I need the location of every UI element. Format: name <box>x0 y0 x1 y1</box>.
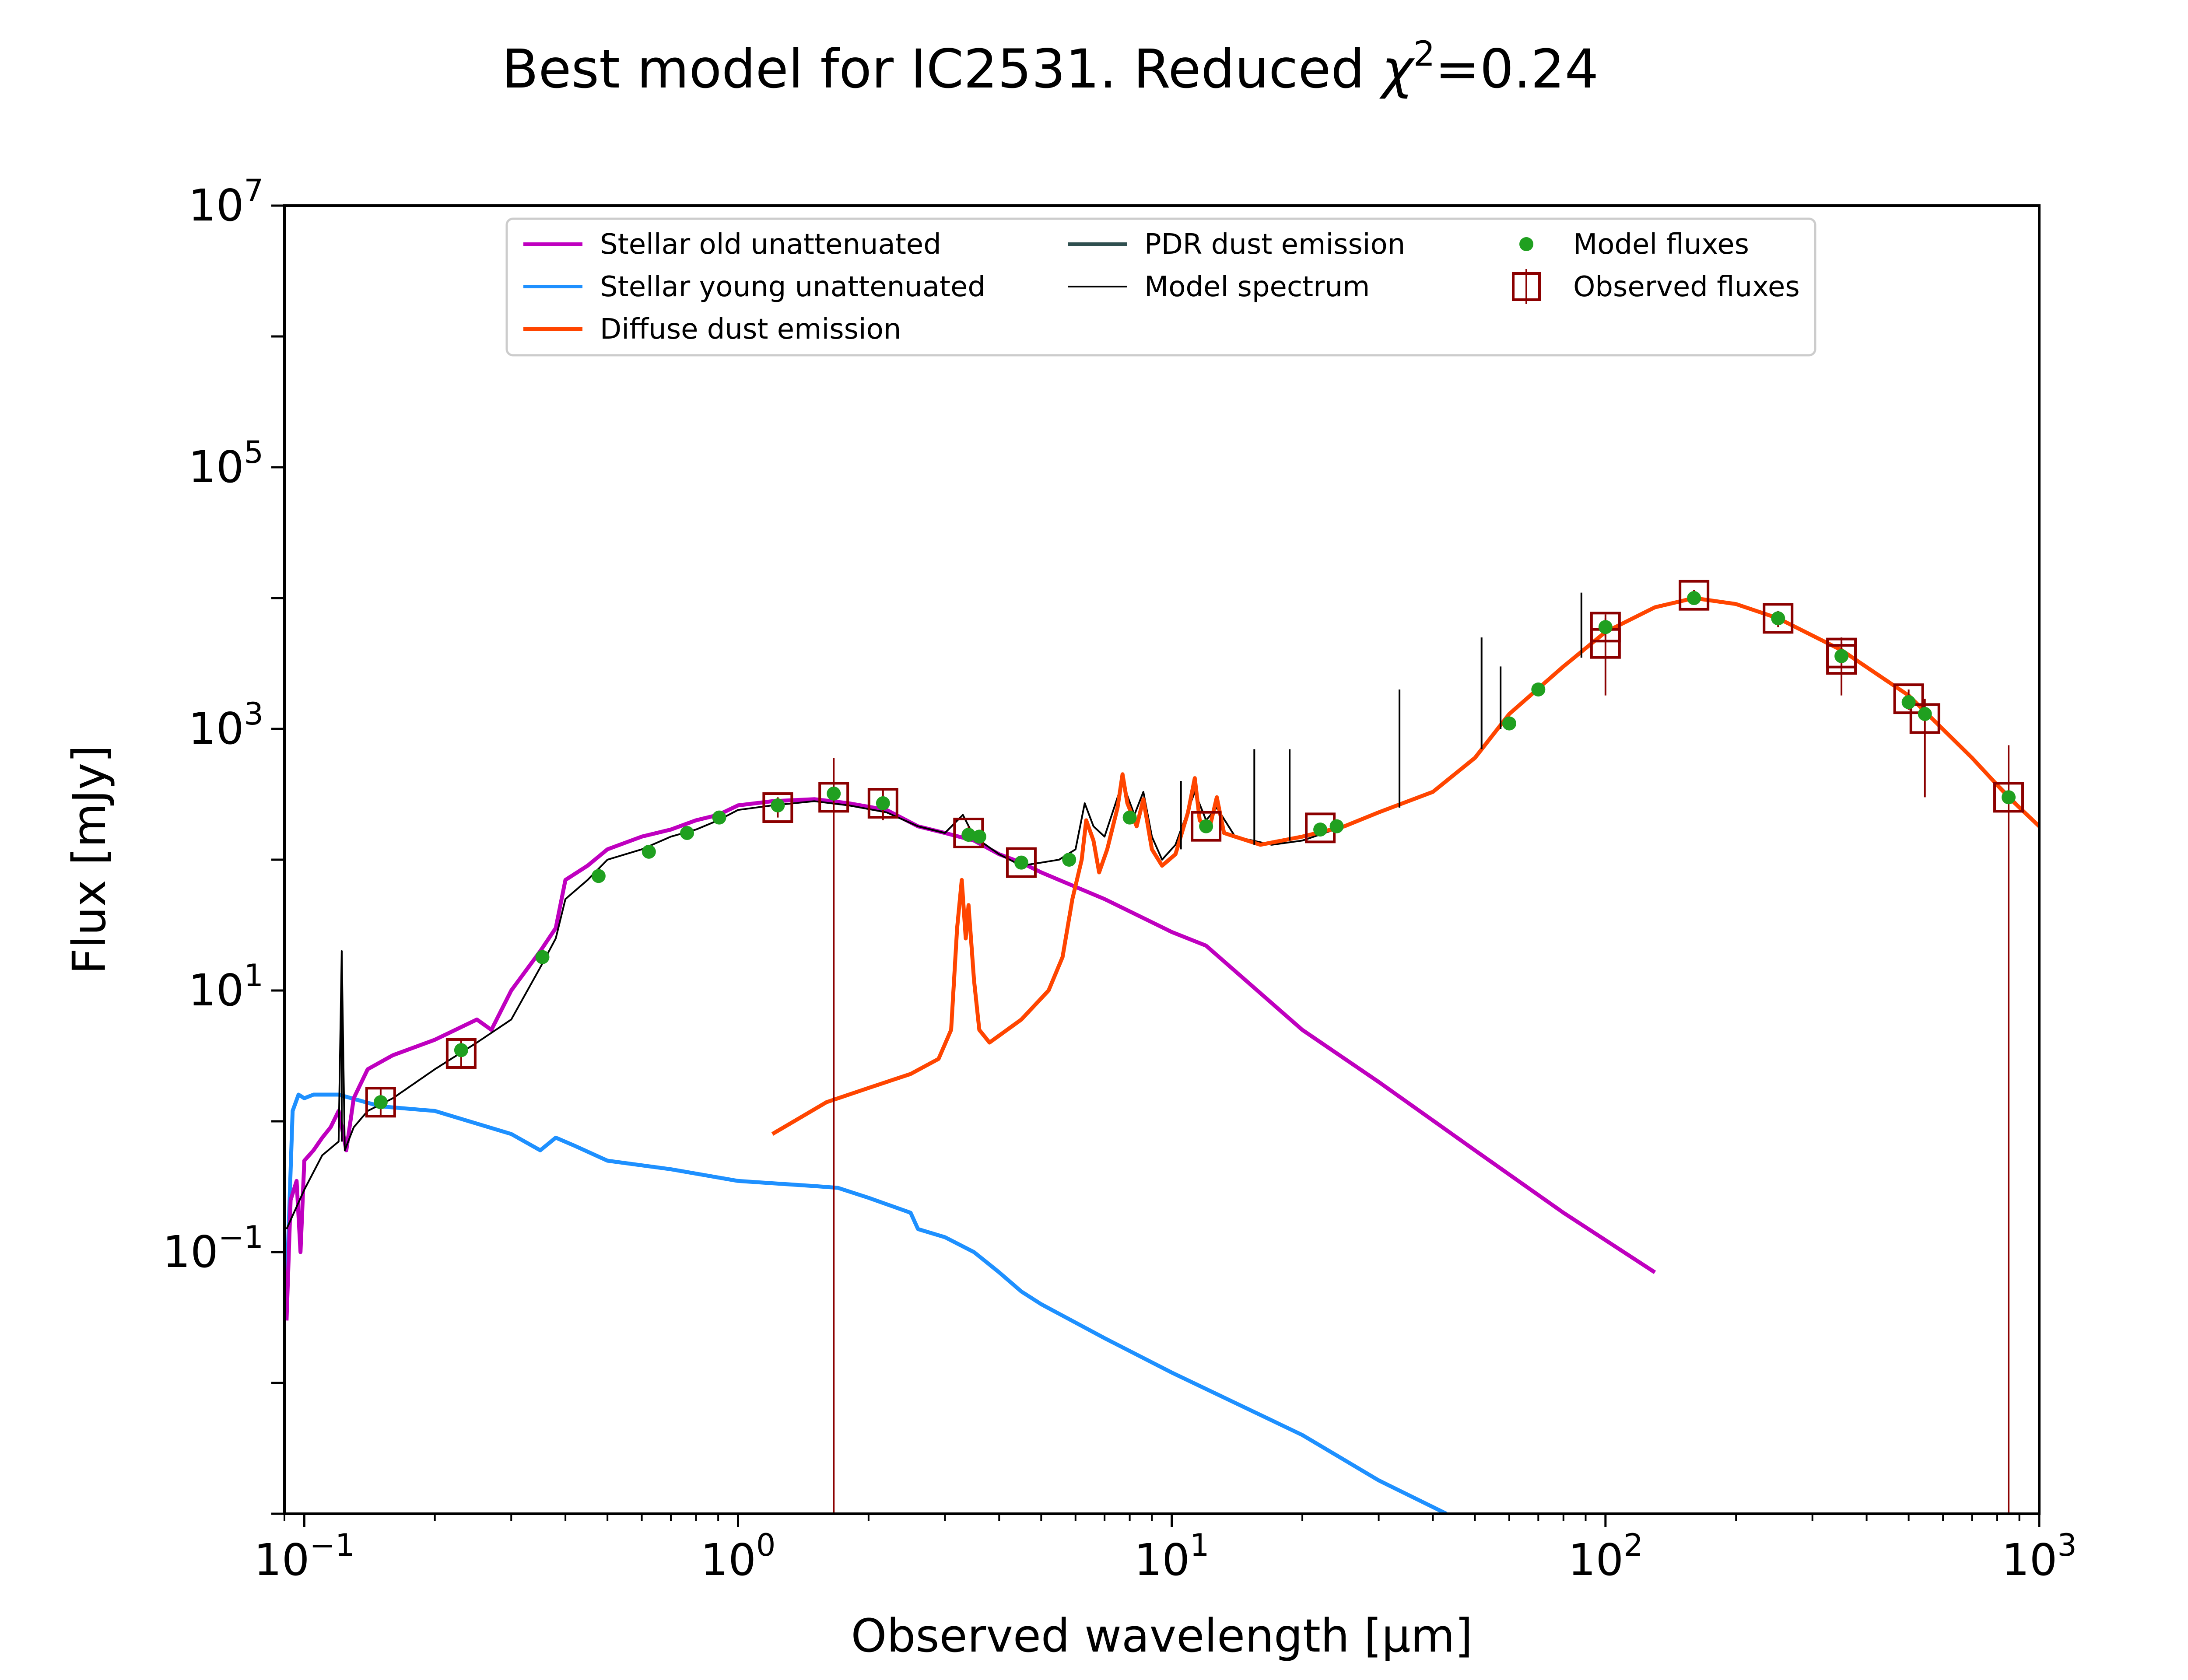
observed-flux-marker <box>818 782 849 813</box>
series-line-stellar-old-unattenuated <box>284 797 1656 1321</box>
y-tick-label: 101 <box>188 958 263 1016</box>
legend-frame <box>505 217 1816 357</box>
observed-flux-marker <box>1763 603 1794 634</box>
y-tick-label: 105 <box>188 434 263 493</box>
observed-flux-marker <box>1893 683 1924 714</box>
series-line-stellar-young-unattenuated <box>284 1092 1448 1514</box>
model-flux-point <box>1329 819 1344 833</box>
x-tick-label: 103 <box>2002 1527 2077 1586</box>
model-flux-point <box>1531 682 1546 696</box>
observed-flux-marker <box>1826 644 1857 675</box>
observed-flux-marker <box>365 1087 396 1118</box>
model-flux-point <box>1598 620 1613 634</box>
legend-swatch <box>1512 272 1541 301</box>
model-flux-point <box>1313 822 1328 837</box>
model-flux-point <box>2002 790 2016 805</box>
observed-flux-marker <box>445 1038 477 1069</box>
chart-title: Best model for IC2531. Reduced χ2=0.24 <box>502 35 1599 100</box>
model-flux-point <box>712 810 726 825</box>
x-axis-label: Observed wavelength [μm] <box>851 1609 1473 1662</box>
legend-label: Observed fluxes <box>1573 271 1800 303</box>
y-tick-label: 103 <box>188 696 263 754</box>
x-tick-label: 10−1 <box>254 1527 354 1586</box>
observed-flux-marker <box>1909 703 1940 734</box>
y-tick-label: 10−1 <box>163 1219 263 1278</box>
legend-label: Stellar old unattenuated <box>600 228 941 261</box>
model-flux-point <box>1918 707 1932 721</box>
legend-label: Stellar young unattenuated <box>600 271 985 303</box>
observed-flux-marker <box>1590 612 1621 643</box>
y-axis-label: Flux [mJy] <box>63 745 116 974</box>
model-flux-point <box>535 950 550 964</box>
model-flux-point <box>1062 853 1076 867</box>
observed-flux-marker <box>1993 782 2024 813</box>
model-flux-point <box>1771 611 1785 626</box>
x-tick-label: 100 <box>701 1527 776 1586</box>
x-tick-label: 102 <box>1568 1527 1643 1586</box>
observed-flux-marker <box>1679 580 1710 611</box>
model-flux-point <box>591 869 606 883</box>
model-flux-point <box>373 1095 388 1110</box>
legend-label: PDR dust emission <box>1144 228 1405 261</box>
model-flux-point <box>1834 649 1849 663</box>
model-flux-point <box>454 1043 468 1057</box>
model-flux-point <box>1014 855 1028 870</box>
model-flux-point <box>972 830 986 844</box>
legend-label: Diffuse dust emission <box>600 313 901 346</box>
chart-legend: Stellar old unattenuated Stellar young un… <box>505 217 1816 357</box>
y-tick-label: 107 <box>188 173 263 231</box>
legend-label: Model spectrum <box>1144 271 1370 303</box>
legend-label: Model fluxes <box>1573 228 1749 261</box>
model-flux-point <box>876 796 890 811</box>
model-flux-point <box>1502 716 1516 731</box>
y-axis-ticks: 10−1 101 103 105 107 <box>163 173 284 1515</box>
x-tick-label: 101 <box>1134 1527 1210 1586</box>
observed-flux-marker <box>1006 847 1037 878</box>
legend-swatch <box>1519 237 1533 251</box>
model-flux-point <box>771 798 785 812</box>
model-flux-point <box>1199 819 1213 833</box>
model-flux-point <box>1122 810 1137 825</box>
model-flux-point <box>961 828 976 842</box>
model-flux-point <box>1687 591 1701 605</box>
model-flux-point <box>827 786 841 801</box>
model-flux-point <box>642 844 656 859</box>
observed-flux-marker <box>1191 811 1222 842</box>
model-flux-point <box>680 826 694 840</box>
observed-flux-marker <box>762 792 793 823</box>
x-axis-ticks: 10−1 100 101 102 103 <box>254 1514 2077 1586</box>
model-flux-point <box>1901 695 1916 709</box>
marker-group <box>365 580 2024 1118</box>
observed-flux-marker <box>867 788 898 819</box>
